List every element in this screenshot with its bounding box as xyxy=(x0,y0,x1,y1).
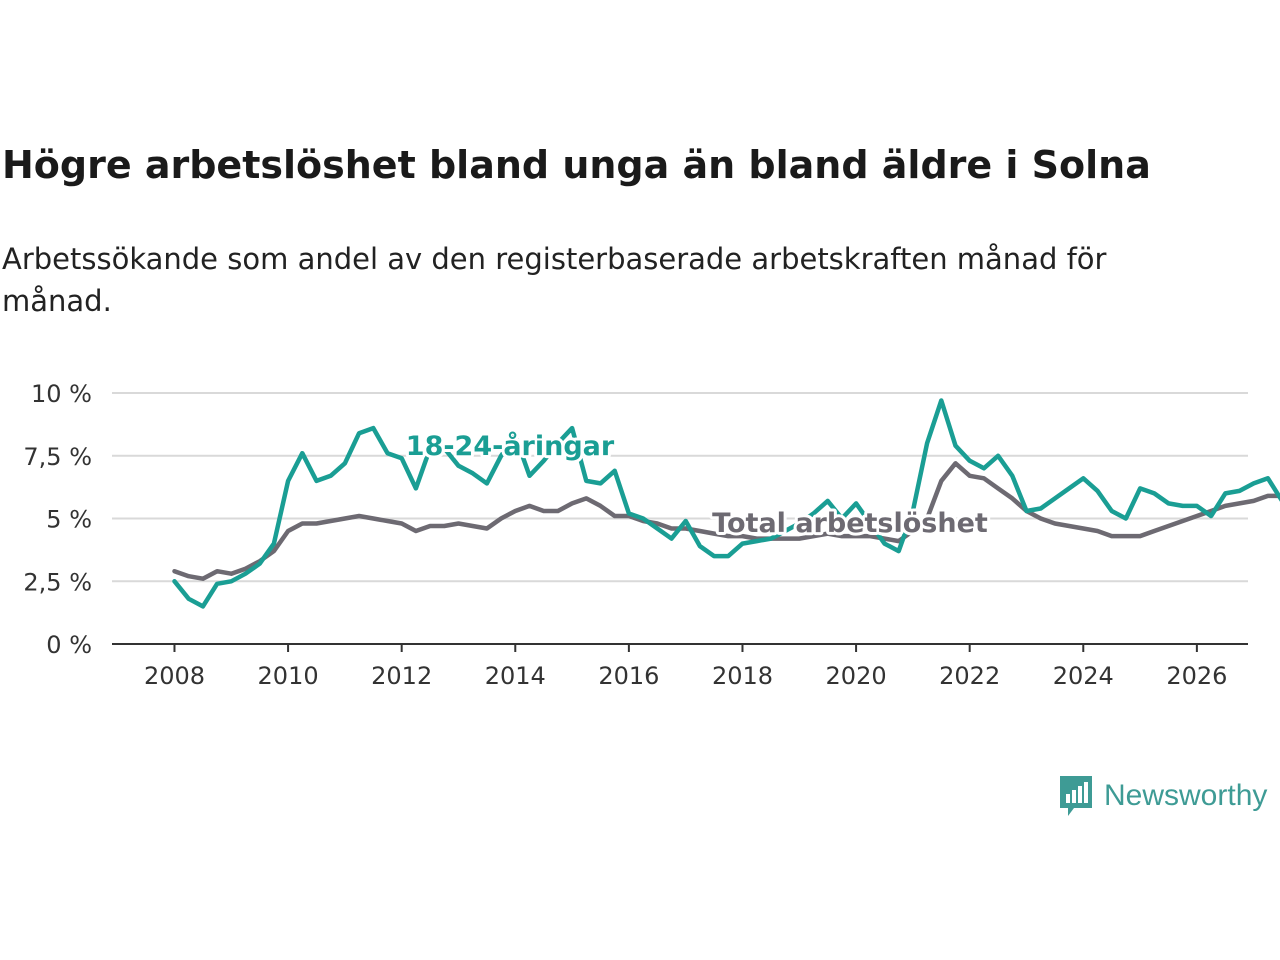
x-tick-label: 2018 xyxy=(712,662,773,690)
series-line-young xyxy=(172,398,1280,609)
x-tick-label: 2008 xyxy=(144,662,205,690)
brand-name: Newsworthy xyxy=(1104,779,1268,812)
newsworthy-logo-icon xyxy=(1060,776,1092,816)
series-line-total xyxy=(172,461,1280,581)
series-label-total: Total arbetslöshet xyxy=(712,508,988,539)
x-tick-label: 2026 xyxy=(1166,662,1227,690)
x-tick-label: 2014 xyxy=(485,662,546,690)
y-tick-label: 0 % xyxy=(46,631,92,659)
y-tick-label: 5 % xyxy=(46,506,92,534)
x-tick-label: 2022 xyxy=(939,662,1000,690)
chart-subtitle: Arbetssökande som andel av den registerb… xyxy=(2,242,1107,318)
x-tick-label: 2024 xyxy=(1053,662,1114,690)
series-label-young: 18-24-åringar xyxy=(406,430,615,462)
y-tick-label: 2,5 % xyxy=(23,568,92,596)
chart-title: Högre arbetslöshet bland unga än bland ä… xyxy=(2,143,1151,187)
x-tick-label: 2012 xyxy=(371,662,432,690)
y-tick-label: 7,5 % xyxy=(23,443,92,471)
y-tick-label: 10 % xyxy=(31,380,92,408)
x-tick-label: 2010 xyxy=(258,662,319,690)
x-tick-label: 2020 xyxy=(826,662,887,690)
brand-logo: Newsworthy xyxy=(1058,774,1267,818)
x-tick-label: 2016 xyxy=(598,662,659,690)
